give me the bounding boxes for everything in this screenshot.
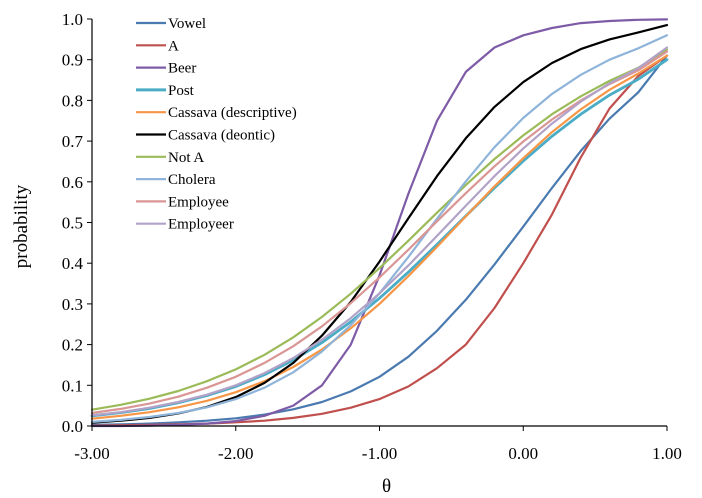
y-ticks: 0.0 0.1 0.2 0.3 0.4 0.5 0.6 0.7 0.8 0.9 1.0 [62,10,92,436]
y-tick-label: 0.9 [62,51,83,70]
series-line-vowel [90,54,669,426]
legend: Vowel A Beer Post Cassava (descriptive) Cassa… [136,16,297,233]
series-line-cassava-descriptive [90,54,669,420]
legend-label-cholera: Cholera [168,172,216,188]
y-tick-label: 0.4 [62,254,84,273]
x-ticks: -3.00 -2.00 -1.00 0.00 1.00 [74,426,682,463]
x-tick-label: -2.00 [218,444,253,463]
legend-label-cassava-deontic: Cassava (deontic) [168,128,275,144]
series-line-employee [90,50,669,415]
series-line-beer [90,18,669,428]
y-tick-label: 0.1 [62,376,83,395]
y-tick-label: 0.2 [62,336,83,355]
x-tick-label: 0.00 [508,444,538,463]
x-tick-label: -3.00 [74,444,109,463]
y-axis-title: probability [11,184,32,268]
y-tick-label: 0.8 [62,91,83,110]
legend-label-vowel: Vowel [168,16,206,32]
y-tick-label: 0.7 [62,132,84,151]
y-tick-label: 0.5 [62,214,83,233]
y-tick-label: 0.3 [62,295,83,314]
legend-label-employee: Employee [168,194,229,210]
y-tick-label: 0.0 [62,417,83,436]
legend-label-beer: Beer [168,61,196,77]
x-axis-title: θ [382,476,391,497]
series-line-employeer [90,46,669,417]
y-tick-label: 1.0 [62,10,83,29]
legend-label-a: A [168,38,179,54]
legend-label-cassava-descriptive: Cassava (descriptive) [168,105,297,121]
legend-label-not-a: Not A [168,150,204,166]
series-line-not-a [90,48,669,411]
x-tick-label: 1.00 [652,444,682,463]
legend-label-post: Post [168,83,195,99]
x-tick-label: -1.00 [362,444,397,463]
legend-label-employeer: Employeer [168,217,234,233]
y-tick-label: 0.6 [62,173,83,192]
series-lines [90,18,669,428]
